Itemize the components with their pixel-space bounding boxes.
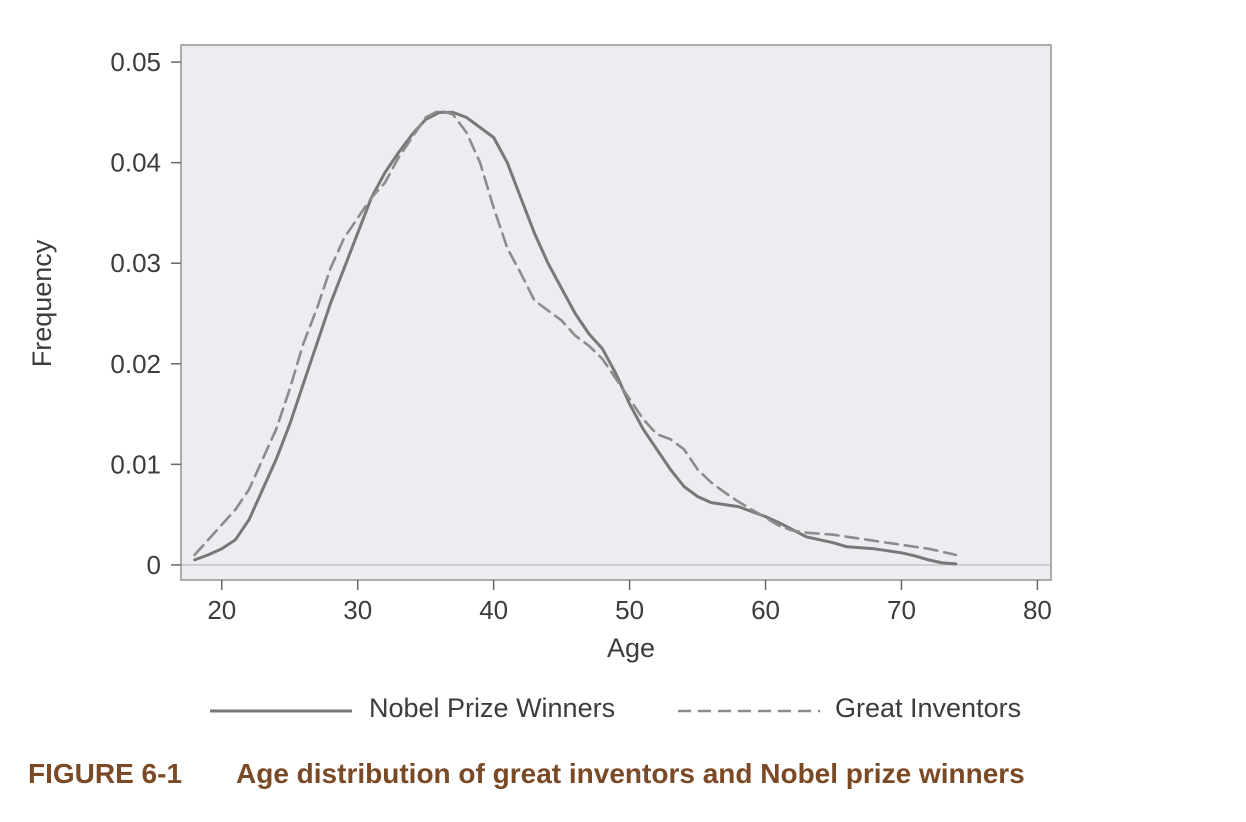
figure-label: FIGURE 6-1 — [28, 758, 183, 789]
y-tick-label: 0.03 — [110, 248, 161, 278]
y-tick-label: 0.04 — [110, 148, 161, 178]
chart-legend: Nobel Prize Winners Great Inventors — [210, 693, 1021, 723]
series-line-nobel-prize-winners — [193, 110, 958, 566]
x-axis: 20 30 40 50 60 70 80 — [207, 580, 1052, 625]
y-tick-label: 0.01 — [110, 449, 161, 479]
legend-label-nobel: Nobel Prize Winners — [369, 693, 615, 723]
y-tick-label: 0.05 — [110, 47, 161, 77]
series-layer — [193, 109, 958, 566]
x-axis-title: Age — [607, 633, 655, 663]
x-tick-label: 60 — [751, 595, 780, 625]
y-axis: 0 0.01 0.02 0.03 0.04 0.05 — [110, 47, 181, 580]
x-tick-label: 40 — [479, 595, 508, 625]
y-tick-label: 0.02 — [110, 349, 161, 379]
x-tick-label: 50 — [615, 595, 644, 625]
y-axis-title: Frequency — [27, 239, 57, 367]
y-tick-label: 0 — [147, 550, 161, 580]
x-tick-label: 30 — [343, 595, 372, 625]
x-tick-label: 20 — [207, 595, 236, 625]
legend-label-inventors: Great Inventors — [835, 693, 1021, 723]
plot-area — [181, 45, 1051, 580]
series-line-great-inventors — [193, 109, 958, 557]
figure-caption-text: Age distribution of great inventors and … — [236, 758, 1025, 789]
figure-caption: FIGURE 6-1 Age distribution of great inve… — [28, 758, 1025, 790]
plot-frame — [180, 44, 1052, 581]
x-tick-label: 80 — [1023, 595, 1052, 625]
x-tick-label: 70 — [887, 595, 916, 625]
